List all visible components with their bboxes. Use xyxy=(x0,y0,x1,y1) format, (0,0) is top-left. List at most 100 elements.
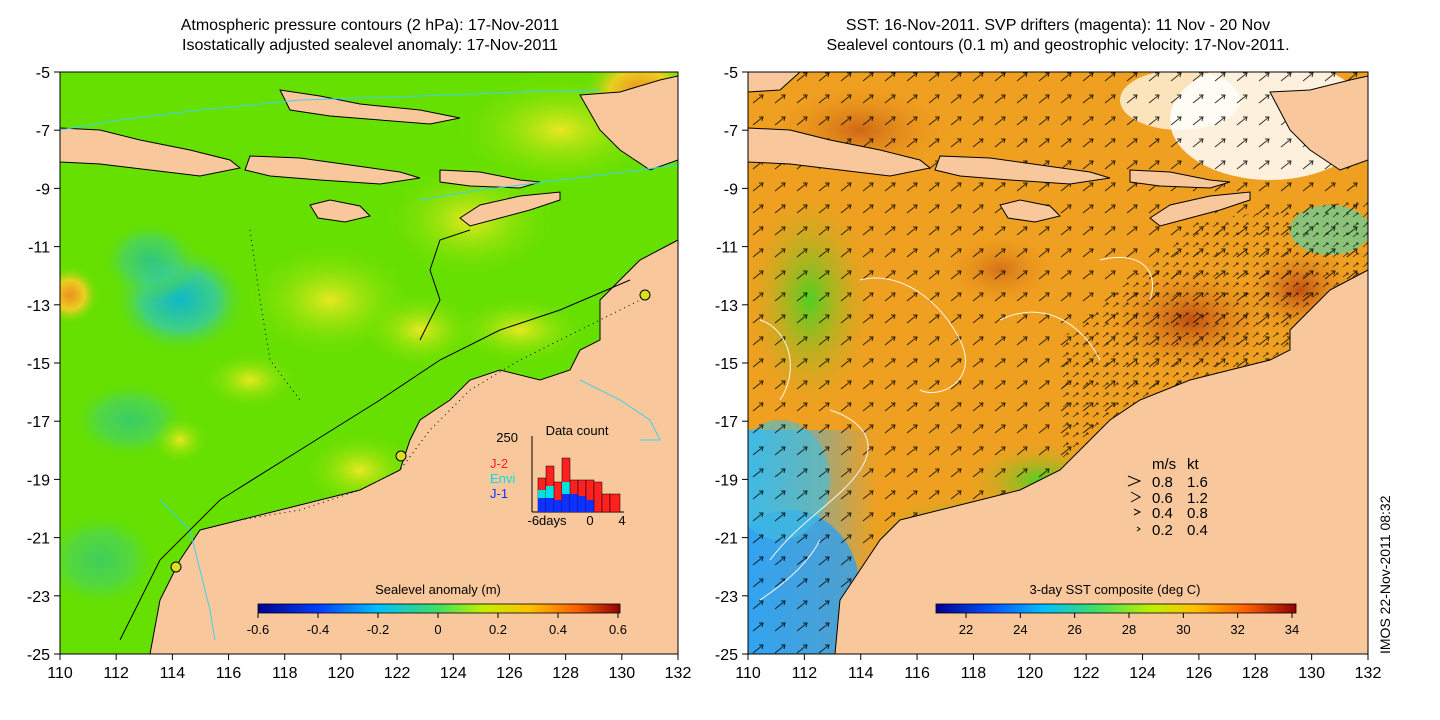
x-tick-label: 116 xyxy=(904,665,930,682)
inset-legend-j1: J-1 xyxy=(490,486,508,501)
inset-x-label-zero: 0 xyxy=(586,513,593,528)
svg-text:1.6: 1.6 xyxy=(1187,474,1208,491)
x-tick-label: 124 xyxy=(1129,665,1156,682)
colorbar-tick-label: -0.4 xyxy=(307,622,329,637)
y-tick-label: -17 xyxy=(27,414,50,431)
y-tick-label: -15 xyxy=(715,356,738,373)
inset-legend-envi: Envi xyxy=(490,471,515,486)
sulawesi-south-coast xyxy=(279,89,461,125)
inset-legend-j2: J-2 xyxy=(490,456,508,471)
inset-x-label-start: -6days xyxy=(527,513,567,528)
y-tick-label: -13 xyxy=(715,298,738,315)
speed-arrow-icon xyxy=(1133,508,1142,516)
inset-bars xyxy=(537,457,621,513)
left-y-axis: -5 -7 -9 -11 -13 -15 -17 -19 -21 -23 -25 xyxy=(27,65,60,664)
svg-text:0.4: 0.4 xyxy=(1187,522,1208,539)
right-x-axis: 110 112 114 116 118 120 122 124 126 128 130 132 xyxy=(735,654,1381,682)
colorbar-tick-label: 0.6 xyxy=(609,622,627,637)
x-tick-label: 122 xyxy=(384,665,411,682)
inset-title: Data count xyxy=(546,423,609,438)
sla-colorbar-ticks: -0.6 -0.4 -0.2 0 0.2 0.4 0.6 xyxy=(247,613,627,637)
java-island xyxy=(60,127,242,177)
x-tick-label: 118 xyxy=(272,665,298,682)
y-tick-label: -11 xyxy=(28,240,50,257)
x-tick-label: 128 xyxy=(1242,665,1269,682)
x-tick-label: 128 xyxy=(552,665,579,682)
drifter-markers xyxy=(170,289,651,573)
timor-island xyxy=(459,191,561,227)
y-tick-label: -15 xyxy=(27,356,50,373)
x-tick-label: 120 xyxy=(328,665,355,682)
speed-legend-header-kt: kt xyxy=(1187,456,1200,473)
colorbar-tick-label: 32 xyxy=(1230,622,1244,637)
y-tick-label: -7 xyxy=(36,123,50,140)
sla-colorbar: Sealevel anomaly (m) -0.6 -0.4 -0.2 0 0.2 0.4… xyxy=(247,582,627,637)
x-tick-label: 116 xyxy=(216,665,242,682)
colorbar-tick-label: 22 xyxy=(959,622,973,637)
x-tick-label: 114 xyxy=(848,665,874,682)
speed-arrow-icon xyxy=(1136,526,1141,532)
y-tick-label: -5 xyxy=(724,65,738,82)
speed-legend-row: 0.4 0.8 xyxy=(1133,505,1208,522)
colorbar-tick-label: 0.4 xyxy=(549,622,567,637)
right-y-axis: -5 -7 -9 -11 -13 -15 -17 -19 -21 -23 -25 xyxy=(715,65,748,664)
sst-colorbar-ticks: 22 24 26 28 30 32 34 xyxy=(959,613,1299,637)
y-tick-label: -13 xyxy=(27,298,50,315)
x-tick-label: 132 xyxy=(665,665,692,682)
x-tick-label: 126 xyxy=(1186,665,1213,682)
y-tick-label: -23 xyxy=(27,589,50,606)
y-tick-label: -21 xyxy=(715,531,738,548)
inset-y-label: 250 xyxy=(496,430,518,445)
sst-map xyxy=(748,72,1368,654)
credit-text: IMOS 22-Nov-2011 08:32 xyxy=(1377,495,1393,654)
land-masses-right xyxy=(748,72,1368,654)
data-count-inset: Data count 250 -6days 0 xyxy=(490,423,626,528)
x-tick-label: 130 xyxy=(608,665,635,682)
left-title-line1: Atmospheric pressure contours (2 hPa): 1… xyxy=(180,17,560,34)
left-x-axis: 110 112 114 116 118 120 122 124 126 128 130 132 xyxy=(47,654,691,682)
svg-text:0.8: 0.8 xyxy=(1152,474,1173,491)
x-tick-label: 132 xyxy=(1355,665,1382,682)
speed-arrow-icon xyxy=(1130,491,1142,503)
right-title-line1: SST: 16-Nov-2011. SVP drifters (magenta)… xyxy=(845,17,1271,34)
colorbar-tick-label: -0.2 xyxy=(367,622,389,637)
flores-island xyxy=(439,169,541,189)
colorbar-tick-label: 26 xyxy=(1067,622,1081,637)
sealevel-contours xyxy=(759,256,1154,601)
pressure-contours-dotted xyxy=(239,229,641,521)
sst-colorbar-title: 3-day SST composite (deg C) xyxy=(1030,582,1201,597)
x-tick-label: 118 xyxy=(961,665,987,682)
speed-legend-header-ms: m/s xyxy=(1152,456,1176,473)
colorbar-tick-label: -0.6 xyxy=(247,622,269,637)
x-tick-label: 120 xyxy=(1016,665,1043,682)
x-tick-label: 112 xyxy=(792,665,818,682)
inset-x-label-end: 4 xyxy=(618,513,625,528)
colorbar-tick-label: 0 xyxy=(434,622,441,637)
colorbar-tick-label: 30 xyxy=(1176,622,1190,637)
y-tick-label: -25 xyxy=(27,647,50,664)
sealevel-anomaly-map xyxy=(60,72,678,654)
svg-text:0.4: 0.4 xyxy=(1152,505,1173,522)
isobaths xyxy=(60,89,678,641)
sst-colorbar-bar xyxy=(935,603,1297,614)
speed-legend-row: 0.6 1.2 xyxy=(1130,490,1208,507)
svg-text:0.6: 0.6 xyxy=(1152,490,1173,507)
y-tick-label: -25 xyxy=(715,647,738,664)
x-tick-label: 112 xyxy=(103,665,129,682)
sumba-island xyxy=(309,199,371,223)
svg-text:0.8: 0.8 xyxy=(1187,505,1208,522)
colorbar-tick-label: 24 xyxy=(1013,622,1027,637)
y-tick-label: -11 xyxy=(716,240,738,257)
speed-arrow-icon xyxy=(1127,475,1142,487)
y-tick-label: -21 xyxy=(27,531,50,548)
x-tick-label: 110 xyxy=(735,665,761,682)
speed-legend: m/s kt 0.8 1.6 0.6 1.2 0.4 0.8 0.2 0.4 xyxy=(1127,456,1208,539)
right-panel-title: SST: 16-Nov-2011. SVP drifters (magenta)… xyxy=(748,16,1368,56)
colorbar-tick-label: 0.2 xyxy=(489,622,507,637)
x-tick-label: 114 xyxy=(160,665,186,682)
pressure-contours xyxy=(119,229,631,641)
y-tick-label: -5 xyxy=(36,65,50,82)
x-tick-label: 124 xyxy=(440,665,467,682)
y-tick-label: -7 xyxy=(724,123,738,140)
